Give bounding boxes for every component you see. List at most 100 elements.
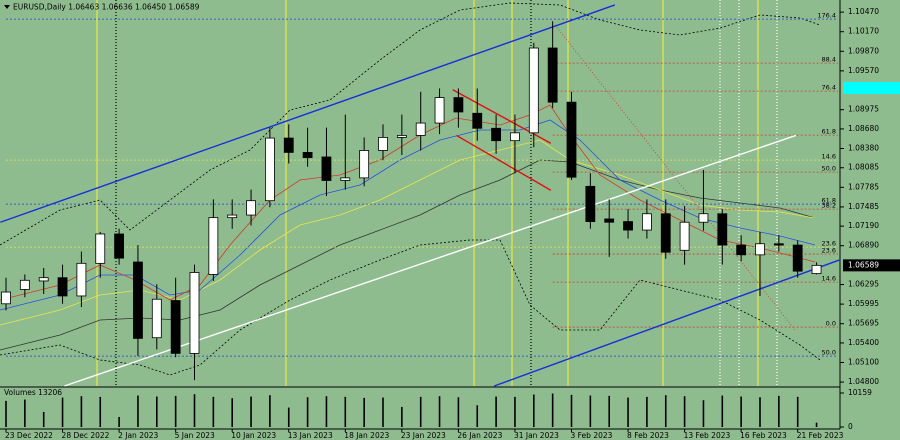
candle-body	[604, 218, 615, 223]
candle-body	[208, 217, 219, 275]
candle-body	[396, 135, 407, 138]
candle-body	[378, 137, 388, 151]
candle-body	[434, 97, 445, 124]
chart-title: EURUSD,Daily 1.06463 1.06636 1.06450 1.0…	[13, 3, 200, 12]
candle-body	[170, 300, 181, 354]
trendline	[64, 134, 797, 387]
x-tick-label: 10 Jan 2023	[231, 431, 276, 440]
candle-body	[340, 177, 351, 181]
candle-body	[585, 185, 596, 222]
candle-body	[359, 150, 370, 179]
last-price-box	[843, 259, 900, 272]
y-tick-label: 1.06890	[848, 241, 879, 250]
fib-label: 88.4	[822, 56, 836, 64]
candle-body	[76, 262, 87, 297]
y-tick-label: 1.07485	[848, 202, 879, 211]
y-tick-label: 1.04800	[848, 377, 879, 386]
candle-body	[283, 137, 294, 153]
price-marker	[843, 82, 900, 94]
band-upper	[0, 2, 821, 246]
x-tick-label: 23 Dec 2022	[5, 431, 53, 440]
candle-body	[528, 47, 539, 134]
candle-body	[114, 233, 124, 259]
candle-body	[151, 298, 162, 339]
x-tick-label: 16 Feb 2023	[740, 431, 787, 440]
fib-label: 176.4	[817, 12, 836, 20]
y-tick-label: 1.06295	[848, 280, 879, 289]
candle-body	[57, 277, 68, 297]
fib-label: 14.6	[822, 153, 836, 161]
fib-label: 50.0	[822, 349, 836, 357]
candle-body	[19, 279, 30, 290]
y-tick-label: 1.07190	[848, 221, 879, 230]
vertical-markers	[96, 0, 778, 386]
fib-label: 23.6	[822, 240, 836, 248]
y-tick-label: 1.05695	[848, 319, 879, 328]
menu-arrow	[4, 5, 10, 9]
ma-blue	[0, 119, 816, 311]
candle-body	[811, 264, 822, 274]
candle-body	[717, 213, 728, 246]
candle-body	[792, 244, 803, 272]
x-tick-label: 31 Jan 2023	[514, 431, 559, 440]
volume-tick-label: 10159	[848, 388, 872, 397]
candle-body	[491, 127, 502, 142]
fib-levels: 176.488.476.461.814.650.061.838.223.623.…	[6, 12, 838, 357]
candle-body	[95, 233, 106, 264]
candle-body	[660, 213, 671, 253]
x-tick-label: 3 Feb 2023	[571, 431, 613, 440]
candle-body	[510, 132, 520, 142]
fib-label: 38.2	[822, 202, 836, 210]
ma-yellow	[0, 139, 816, 326]
candle-body	[453, 97, 464, 113]
candle-body	[547, 47, 558, 103]
y-tick-label: 1.08975	[848, 105, 879, 114]
candle-body	[773, 243, 784, 246]
fib-label: 23.6	[822, 247, 836, 255]
x-tick-label: 2 Jan 2023	[118, 431, 158, 440]
candle-body	[246, 200, 256, 216]
candle-body	[698, 213, 709, 223]
y-tick-label: 1.05995	[848, 299, 879, 308]
x-tick-label: 26 Jan 2023	[457, 431, 502, 440]
candle-body	[264, 137, 275, 202]
volume-title: Volumes 13206	[4, 388, 62, 397]
x-tick-label: 8 Feb 2023	[627, 431, 669, 440]
candle-body	[472, 112, 483, 129]
y-tick-label: 1.07785	[848, 182, 879, 191]
candle-body	[679, 221, 690, 251]
fib-label: 61.8	[822, 128, 836, 136]
y-tick-label: 1.10470	[848, 7, 879, 16]
x-tick-label: 13 Feb 2023	[684, 431, 731, 440]
candle-body	[642, 213, 652, 231]
candle-body	[415, 122, 426, 136]
candle-body	[755, 243, 765, 256]
candle-body	[38, 277, 49, 282]
candle-body	[623, 221, 633, 231]
y-tick-label: 1.10170	[848, 27, 879, 36]
y-tick-label: 1.05100	[848, 358, 879, 367]
fib-label: 50.0	[822, 165, 836, 173]
last-price-label: 1.06589	[848, 260, 879, 269]
y-tick-label: 1.09870	[848, 46, 879, 55]
x-tick-label: 21 Feb 2023	[797, 431, 844, 440]
candle-body	[133, 261, 143, 339]
trendlines	[0, 4, 840, 387]
trendline	[493, 259, 840, 387]
candle-body	[302, 152, 313, 159]
trendline	[456, 134, 552, 191]
x-tick-label: 18 Jan 2023	[344, 431, 389, 440]
fib-label: 14.6	[822, 275, 836, 283]
candles	[1, 21, 822, 381]
y-tick-label: 1.08380	[848, 144, 879, 153]
x-tick-label: 28 Dec 2022	[62, 431, 110, 440]
band-lower	[0, 239, 821, 376]
fib-label: 61.8	[822, 197, 836, 205]
candle-body	[321, 156, 332, 181]
fib-label: 76.4	[822, 84, 836, 92]
y-tick-label: 1.05400	[848, 338, 879, 347]
trendline	[452, 89, 552, 144]
